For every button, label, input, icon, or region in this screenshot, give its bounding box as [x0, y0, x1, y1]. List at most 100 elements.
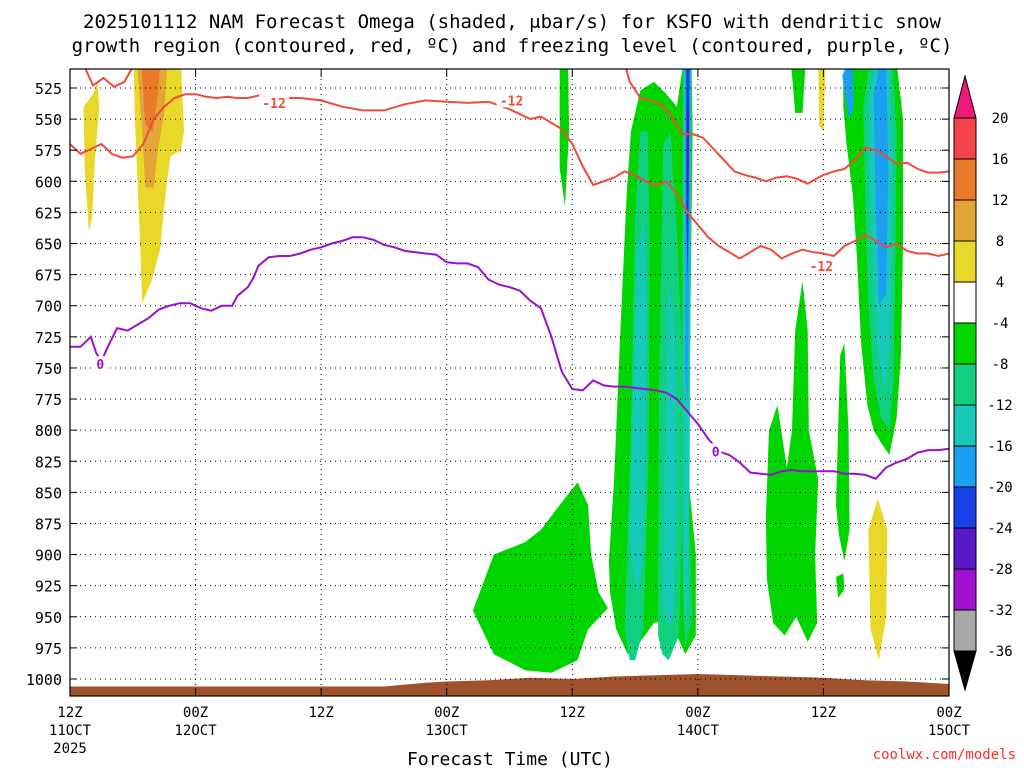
omega-region-3: [141, 69, 160, 132]
colorbar-label-4: 4: [996, 275, 1004, 291]
colorbar-block-7: [953, 404, 977, 447]
y-axis-ticks: 525 550 575 600 625 650 675 700 725 750 775 800 825 8…: [26, 80, 949, 689]
colorbar: 20 16 12 8 4 -4 -8 -12 -16 -20 -24 -28 -32 -36: [953, 74, 1013, 692]
dendritic-label-1: -12: [500, 94, 523, 109]
dendritic-label-0: -12: [262, 97, 285, 112]
omega-region-10: [791, 69, 806, 113]
y-tick-label-850: 850: [35, 484, 62, 502]
omega-region-0: [83, 81, 100, 232]
colorbar-label-6: -8: [992, 357, 1009, 373]
colorbar-label-0: 20: [992, 111, 1009, 127]
dendritic-label-bg-2: [806, 257, 837, 273]
x-axis-label: Forecast Time (UTC): [407, 749, 613, 768]
colorbar-block-0: [953, 117, 977, 160]
colorbar-label-1: 16: [992, 152, 1009, 168]
colorbar-label-13: -36: [987, 644, 1012, 660]
y-tick-label-925: 925: [35, 578, 62, 596]
plot-frame: [69, 68, 950, 697]
colorbar-block-10: [953, 527, 977, 570]
x-tick-date-1: 12OCT: [174, 723, 217, 739]
omega-region-7: [472, 482, 608, 673]
colorbar-block-12: [953, 609, 977, 652]
colorbar-label-12: -32: [987, 603, 1012, 619]
colorbar-label-7: -12: [987, 398, 1012, 414]
y-tick-label-775: 775: [35, 391, 62, 409]
x-tick-label-3: 00Z: [434, 705, 459, 721]
y-tick-label-700: 700: [35, 298, 62, 316]
y-tick-label-725: 725: [35, 329, 62, 347]
colorbar-label-11: -28: [987, 562, 1012, 578]
x-tick-date-5: 14OCT: [677, 723, 720, 739]
omega-region-19: [662, 280, 677, 630]
y-tick-label-575: 575: [35, 142, 62, 160]
omega-region-5: [868, 498, 888, 661]
colorbar-label-10: -24: [987, 521, 1012, 537]
colorbar-label-9: -20: [987, 480, 1012, 496]
freezing-level-line: [70, 236, 949, 480]
dendritic-contour-1: [84, 69, 133, 88]
y-tick-label-550: 550: [35, 111, 62, 129]
colorbar-block-9: [953, 486, 977, 529]
omega-region-4: [818, 69, 826, 132]
y-tick-label-950: 950: [35, 609, 62, 627]
y-tick-label-650: 650: [35, 236, 62, 254]
freezing-label-bg-0: [94, 356, 107, 372]
y-tick-label-1000: 1000: [26, 671, 62, 689]
x-tick-year-0: 2025: [53, 741, 87, 757]
y-tick-label-975: 975: [35, 640, 62, 658]
x-tick-label-2: 12Z: [308, 705, 333, 721]
colorbar-block-11: [953, 568, 977, 611]
colorbar-block-6: [953, 363, 977, 406]
y-tick-label-825: 825: [35, 453, 62, 471]
colorbar-block-2: [953, 199, 977, 242]
y-tick-label-875: 875: [35, 515, 62, 533]
contour-labels: -12 -12 -12 0 0: [94, 92, 837, 460]
freezing-label-1: 0: [712, 445, 720, 460]
chart-title-line2: growth region (contoured, red, ºC) and f…: [72, 35, 953, 57]
credit-text: coolwx.com/models: [873, 747, 1016, 763]
y-tick-label-525: 525: [35, 80, 62, 98]
omega-region-6: [559, 69, 570, 207]
x-tick-label-7: 00Z: [936, 705, 961, 721]
x-axis-ticks: 12Z 11OCT 2025 00Z 12OCT 12Z 00Z 13OCT 12Z 00Z 14O…: [49, 69, 971, 757]
omega-shading: [83, 69, 903, 673]
colorbar-label-5: -4: [992, 316, 1009, 332]
dendritic-contour-2: [625, 69, 949, 185]
x-tick-label-5: 00Z: [685, 705, 710, 721]
omega-region-12: [836, 343, 850, 561]
colorbar-label-3: 8: [996, 234, 1004, 250]
contours: [70, 69, 949, 480]
omega-region-26: [686, 106, 689, 232]
y-tick-label-750: 750: [35, 360, 62, 378]
colorbar-block-5: [953, 322, 977, 365]
y-tick-label-800: 800: [35, 422, 62, 440]
dendritic-label-bg-1: [496, 92, 527, 108]
colorbar-block-8: [953, 445, 977, 488]
x-tick-label-6: 12Z: [811, 705, 836, 721]
dendritic-contour-0: [70, 93, 949, 260]
colorbar-label-8: -16: [987, 439, 1012, 455]
y-tick-label-625: 625: [35, 204, 62, 222]
x-tick-label-0: 12Z: [57, 705, 82, 721]
chart-title-line1: 2025101112 NAM Forecast Omega (shaded, μ…: [83, 11, 941, 33]
omega-region-23: [842, 69, 854, 120]
terrain-fill: [70, 674, 949, 696]
colorbar-top-arrow: [953, 74, 977, 119]
omega-region-18: [629, 218, 647, 592]
y-tick-label-600: 600: [35, 173, 62, 191]
colorbar-bottom-arrow: [953, 650, 977, 692]
freezing-label-bg-1: [709, 443, 722, 459]
y-tick-label-675: 675: [35, 267, 62, 285]
colorbar-label-2: 12: [992, 193, 1009, 209]
omega-region-9: [765, 280, 819, 642]
x-tick-label-1: 00Z: [183, 705, 208, 721]
colorbar-block-4: [953, 281, 977, 324]
colorbar-block-3: [953, 240, 977, 283]
x-tick-date-3: 13OCT: [426, 723, 469, 739]
x-tick-date-7: 15OCT: [928, 723, 971, 739]
freezing-label-0: 0: [96, 358, 104, 373]
x-tick-label-4: 12Z: [560, 705, 585, 721]
x-tick-date-0: 11OCT: [49, 723, 92, 739]
y-tick-label-900: 900: [35, 547, 62, 565]
